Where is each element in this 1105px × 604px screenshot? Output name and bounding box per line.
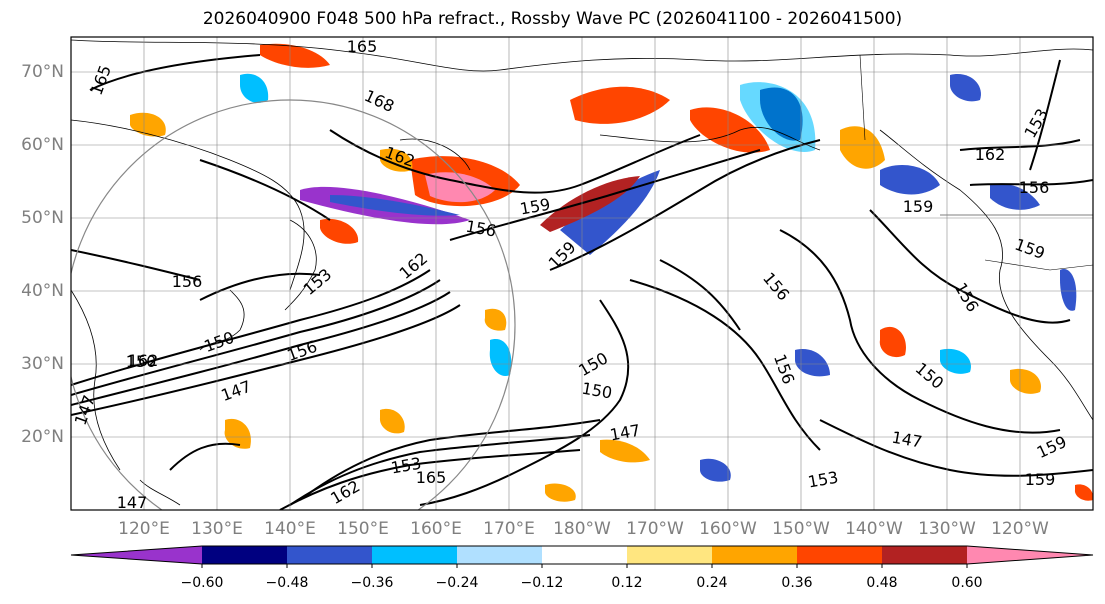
colorbar-swatch <box>967 546 1093 564</box>
colorbar-swatch <box>202 546 287 564</box>
lon-label-150e: 150°E <box>337 519 389 539</box>
colorbar-tick-label: 0.60 <box>951 575 983 591</box>
colorbar-swatch <box>882 546 967 564</box>
political-boundaries <box>859 54 1093 271</box>
contour-label: 162 <box>975 145 1006 164</box>
contour-label: 159 <box>903 197 934 216</box>
lon-label-170w: 170°W <box>626 519 684 539</box>
lat-label-60n: 60°N <box>21 135 64 155</box>
coastlines <box>71 39 1093 506</box>
map-frame <box>70 36 1094 511</box>
lon-label-140w: 140°W <box>845 519 903 539</box>
contour-label: 162 <box>128 351 159 370</box>
colorbar-swatch <box>797 546 882 564</box>
colorbar-swatch <box>372 546 457 564</box>
lon-label-160e: 160°E <box>410 519 462 539</box>
colorbar-swatch <box>71 546 202 564</box>
contour-label: 165 <box>416 468 447 487</box>
colorbar-swatch <box>287 546 372 564</box>
lat-label-20n: 20°N <box>21 427 64 447</box>
map-title: 2026040900 F048 500 hPa refract., Rossby… <box>202 9 903 29</box>
lon-label-130w: 130°W <box>918 519 976 539</box>
lon-label-120e: 120°E <box>118 519 170 539</box>
colorbar <box>70 545 1094 568</box>
colorbar-tick-label: −0.36 <box>350 575 394 591</box>
colorbar-tick-label: 0.12 <box>611 575 643 591</box>
contour-label: 156 <box>1019 178 1050 197</box>
colorbar-tick-label: 0.24 <box>696 575 728 591</box>
lon-label-130e: 130°E <box>191 519 243 539</box>
lon-label-120w: 120°W <box>991 519 1049 539</box>
gridlines <box>71 37 1093 510</box>
shaded-anomalies <box>130 43 1093 502</box>
contour-label: 165 <box>347 37 378 56</box>
lat-label-40n: 40°N <box>21 281 64 301</box>
lon-label-150w: 150°W <box>772 519 830 539</box>
colorbar-tick-label: −0.48 <box>265 575 309 591</box>
lat-label-70n: 70°N <box>21 62 64 82</box>
lon-label-140e: 140°E <box>264 519 316 539</box>
colorbar-swatch <box>457 546 542 564</box>
contour-label: 147 <box>117 493 148 512</box>
contour-label: 159 <box>1025 470 1056 489</box>
colorbar-tick-label: −0.60 <box>180 575 224 591</box>
lon-label-180w: 180°W <box>553 519 611 539</box>
lat-label-30n: 30°N <box>21 354 64 374</box>
colorbar-swatch <box>542 546 627 564</box>
contour-label: 156 <box>172 272 203 291</box>
lat-label-50n: 50°N <box>21 208 64 228</box>
colorbar-swatch <box>627 546 712 564</box>
colorbar-tick-label: −0.24 <box>435 575 479 591</box>
colorbar-swatch <box>712 546 797 564</box>
region-circle <box>71 99 516 510</box>
colorbar-tick-label: −0.12 <box>520 575 564 591</box>
lon-label-170e: 170°E <box>483 519 535 539</box>
contour-label: 150 <box>126 352 157 371</box>
colorbar-tick-label: 0.36 <box>781 575 813 591</box>
colorbar-tick-label: 0.48 <box>866 575 898 591</box>
lon-label-160w: 160°W <box>699 519 757 539</box>
